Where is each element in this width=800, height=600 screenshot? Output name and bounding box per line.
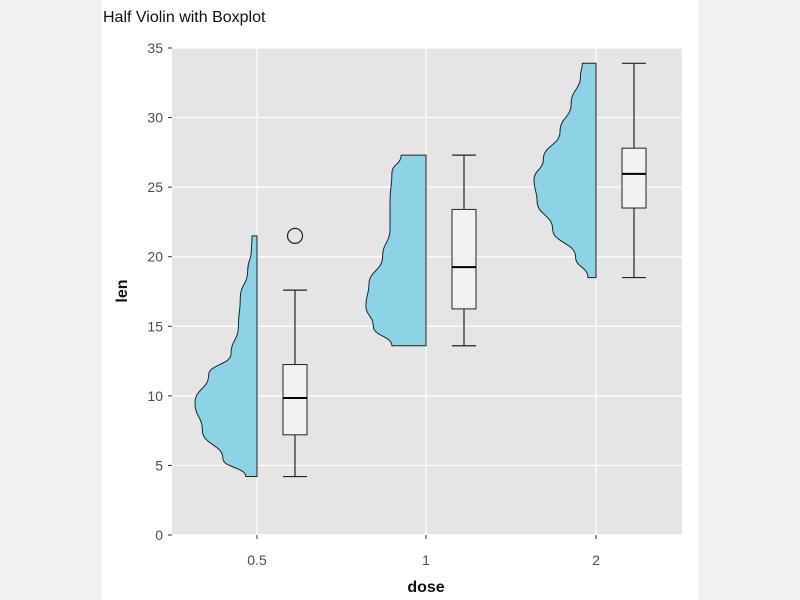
box-2 — [621, 147, 647, 209]
y-tick-label: 20 — [147, 249, 163, 265]
y-tick-label: 35 — [147, 40, 163, 56]
outlier-point — [286, 227, 304, 244]
y-tick-label: 0 — [155, 527, 163, 543]
half-violin-2 — [533, 62, 597, 279]
y-axis-title: len — [114, 279, 131, 302]
box-0.5 — [282, 364, 308, 436]
x-tick-label: 1 — [422, 552, 430, 568]
y-tick-label: 25 — [147, 179, 163, 195]
boxplot-layer — [282, 62, 647, 478]
y-tick-label: 15 — [147, 318, 163, 334]
half-violin-1 — [365, 154, 427, 347]
violin-layer — [194, 62, 597, 478]
chart-title: Half Violin with Boxplot — [103, 9, 266, 26]
half-violin-0.5 — [194, 235, 258, 478]
y-tick-label: 5 — [155, 457, 163, 473]
half-violin-chart: Half Violin with Boxplot 051015202530350… — [103, 9, 682, 596]
chart-figure: Half Violin with Boxplot 0 5 10 15 20 25 30 35 0… — [102, 0, 698, 600]
x-tick-label: 0.5 — [247, 552, 267, 568]
axis-layer: 0 5 10 15 20 25 30 35 0.5 1 2 — [147, 40, 600, 568]
y-tick-label: 30 — [147, 110, 163, 126]
x-axis-title: dose — [407, 579, 444, 596]
y-tick-label: 10 — [147, 388, 163, 404]
box-1 — [451, 208, 477, 310]
x-tick-label: 2 — [592, 552, 600, 568]
